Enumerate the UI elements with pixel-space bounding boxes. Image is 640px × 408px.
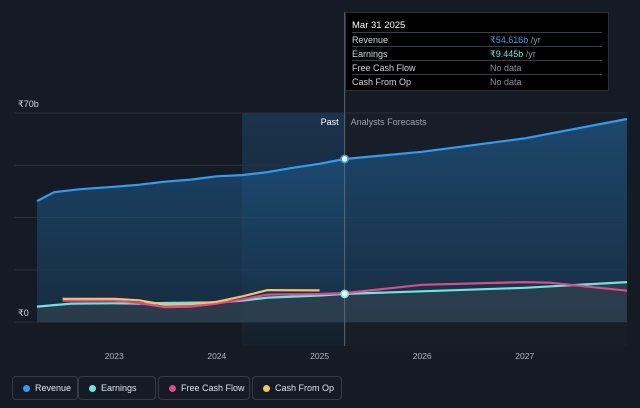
x-tick-label: 2027 — [515, 351, 534, 361]
cash-from-op-line — [62, 289, 321, 306]
past-label: Past — [321, 117, 340, 127]
tooltip-value-number: ₹54.616b — [490, 35, 529, 45]
tooltip-label: Earnings — [352, 49, 388, 59]
tooltip-row-earnings: Earnings ₹9.445b /yr — [352, 46, 602, 60]
tooltip-row-revenue: Revenue ₹54.616b /yr — [352, 32, 602, 46]
y-tick-label: ₹70b — [18, 99, 39, 109]
x-tick-label: 2026 — [413, 351, 432, 361]
revenue-dot-icon — [23, 385, 30, 392]
x-tick-label: 2023 — [105, 351, 124, 361]
tooltip-value: ₹54.616b /yr — [490, 35, 541, 46]
tooltip-value-number: No data — [490, 63, 522, 73]
legend-label: Cash From Op — [275, 383, 335, 393]
earnings-marker — [340, 289, 350, 299]
legend-label: Revenue — [35, 383, 72, 393]
legend-item-free-cash-flow[interactable]: Free Cash Flow — [158, 376, 250, 400]
legend-label: Free Cash Flow — [181, 383, 245, 393]
tooltip-value-number: ₹9.445b — [490, 49, 524, 59]
revenue-line — [36, 117, 628, 203]
tooltip-value: No data — [490, 63, 522, 73]
tooltip-row-free-cash-flow: Free Cash Flow No data — [352, 60, 602, 74]
data-tooltip: Mar 31 2025 Revenue ₹54.616b /yr Earning… — [345, 12, 609, 91]
forecast-label: Analysts Forecasts — [351, 117, 428, 127]
free-cash-flow-line — [62, 281, 628, 309]
legend-label: Earnings — [101, 383, 137, 393]
free-cash-flow-dot-icon — [169, 385, 176, 392]
revenue-marker — [340, 154, 350, 164]
financial-chart: ₹70b ₹0 2023 2024 2025 2026 2027 Past Analysts F… — [14, 12, 628, 361]
tooltip-label: Revenue — [352, 35, 389, 45]
tooltip-row-cash-from-op: Cash From Op No data — [352, 74, 602, 88]
tooltip-value-unit: /yr — [528, 35, 541, 45]
tooltip-label: Cash From Op — [352, 77, 412, 87]
earnings-area — [37, 282, 627, 323]
legend-item-earnings[interactable]: Earnings — [78, 376, 156, 400]
tooltip-value: ₹9.445b /yr — [490, 49, 536, 60]
x-tick-label: 2025 — [310, 351, 329, 361]
tooltip-value: No data — [490, 77, 522, 87]
earnings-line — [36, 281, 628, 308]
tooltip-label: Free Cash Flow — [352, 63, 416, 73]
earnings-dot-icon — [89, 385, 96, 392]
tooltip-date: Mar 31 2025 — [352, 20, 406, 31]
y-tick-label: ₹0 — [18, 308, 29, 318]
tooltip-value-number: No data — [490, 77, 522, 87]
legend-item-revenue[interactable]: Revenue — [12, 376, 78, 400]
tooltip-value-unit: /yr — [523, 49, 536, 59]
cash-from-op-dot-icon — [263, 385, 270, 392]
x-tick-label: 2024 — [207, 351, 226, 361]
legend-item-cash-from-op[interactable]: Cash From Op — [252, 376, 342, 400]
revenue-area — [37, 119, 627, 323]
